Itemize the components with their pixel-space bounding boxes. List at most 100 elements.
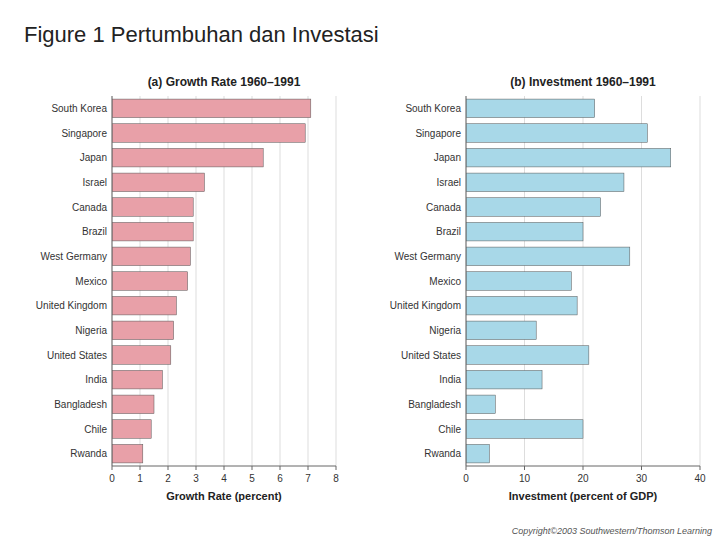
category-label: Bangladesh: [54, 399, 107, 410]
tick-label: 7: [305, 473, 311, 484]
bar: [112, 173, 204, 192]
tick-mark: [168, 466, 169, 470]
chart: Figure 1 Pertumbuhan dan Investasi 0 1 2 3 4 5…: [0, 0, 720, 540]
tick-label: 40: [694, 473, 706, 484]
category-label: Japan: [80, 152, 107, 163]
category-label: United States: [401, 350, 461, 361]
tick-mark: [641, 466, 642, 470]
tick-mark: [336, 466, 337, 470]
bar: [112, 272, 188, 291]
bar: [112, 124, 305, 143]
bar: [466, 420, 583, 439]
bar: [112, 370, 162, 389]
bar: [466, 321, 536, 340]
category-label: Israel: [437, 177, 461, 188]
category-label: Singapore: [61, 128, 107, 139]
tick-label: 1: [137, 473, 143, 484]
category-label: Mexico: [75, 276, 107, 287]
bar: [112, 444, 143, 463]
tick-label: 5: [249, 473, 255, 484]
axis-label: Investment (percent of GDP): [509, 490, 658, 502]
category-label: Singapore: [415, 128, 461, 139]
category-label: India: [439, 374, 461, 385]
bar: [112, 321, 174, 340]
bars: [112, 99, 311, 463]
bar: [112, 346, 171, 365]
tick-label: 4: [221, 473, 227, 484]
chart-root: Figure 1 Pertumbuhan dan Investasi 0 1 2 3 4 5…: [0, 0, 720, 540]
grid-line: [280, 96, 281, 466]
category-label: Japan: [434, 152, 461, 163]
bar: [466, 124, 647, 143]
bar: [466, 173, 624, 192]
category-label: United Kingdom: [390, 300, 461, 311]
category-label: West Germany: [41, 251, 108, 262]
tick-label: 30: [636, 473, 648, 484]
bar: [466, 444, 489, 463]
category-label: Rwanda: [424, 448, 461, 459]
tick-label: 2: [165, 473, 171, 484]
category-label: Brazil: [82, 226, 107, 237]
tick-mark: [140, 466, 141, 470]
category-label: Nigeria: [75, 325, 107, 336]
category-label: Bangladesh: [408, 399, 461, 410]
x-axis: [466, 466, 700, 467]
grid-line: [466, 96, 467, 466]
bar: [112, 395, 154, 414]
category-label: West Germany: [395, 251, 462, 262]
tick-mark: [308, 466, 309, 470]
panel: 0 10 20 30 40 South Korea Singapore Japan Israel…: [390, 75, 706, 502]
tick-mark: [524, 466, 525, 470]
bar: [466, 346, 589, 365]
bar: [466, 247, 630, 265]
tick-mark: [224, 466, 225, 470]
tick-label: 0: [463, 473, 469, 484]
background: [0, 0, 720, 540]
bar: [112, 99, 311, 118]
copyright: Copyright©2003 Southwestern/Thomson Lear…: [512, 526, 712, 536]
tick-mark: [280, 466, 281, 470]
tick-label: 20: [577, 473, 589, 484]
tick-label: 0: [109, 473, 115, 484]
bar: [466, 370, 542, 389]
category-label: United Kingdom: [36, 300, 107, 311]
category-label: Brazil: [436, 226, 461, 237]
subplot-title: (b) Investment 1960–1991: [510, 75, 656, 89]
category-label: South Korea: [51, 103, 107, 114]
category-label: Chile: [438, 424, 461, 435]
category-label: Nigeria: [429, 325, 461, 336]
tick-label: 10: [519, 473, 531, 484]
bar: [112, 222, 193, 241]
category-label: Mexico: [429, 276, 461, 287]
bar: [466, 198, 601, 217]
bars: [466, 99, 671, 463]
title: Figure 1 Pertumbuhan dan Investasi: [24, 22, 379, 47]
bar: [466, 296, 577, 315]
tick-mark: [196, 466, 197, 470]
axis-label: Growth Rate (percent): [166, 490, 282, 502]
category-label: Chile: [84, 424, 107, 435]
tick-mark: [252, 466, 253, 470]
category-label: Rwanda: [70, 448, 107, 459]
bar: [112, 198, 193, 217]
grid-line: [336, 96, 337, 466]
tick-mark: [700, 466, 701, 470]
tick-mark: [112, 466, 113, 470]
category-label: Israel: [83, 177, 107, 188]
category-label: United States: [47, 350, 107, 361]
bar: [466, 395, 495, 414]
subplot-title: (a) Growth Rate 1960–1991: [148, 75, 301, 89]
grid-line: [700, 96, 701, 466]
y-axis: [466, 96, 467, 466]
category-label: South Korea: [405, 103, 461, 114]
bar: [112, 420, 151, 439]
bar: [466, 99, 595, 118]
bar: [466, 272, 571, 291]
tick-label: 3: [193, 473, 199, 484]
bar: [466, 222, 583, 241]
tick-label: 8: [333, 473, 339, 484]
bar: [112, 296, 176, 315]
bar: [466, 148, 671, 167]
tick-label: 6: [277, 473, 283, 484]
panel: 0 1 2 3 4 5 6 7 8 South Korea Singapore Japan Israel…: [36, 75, 339, 502]
